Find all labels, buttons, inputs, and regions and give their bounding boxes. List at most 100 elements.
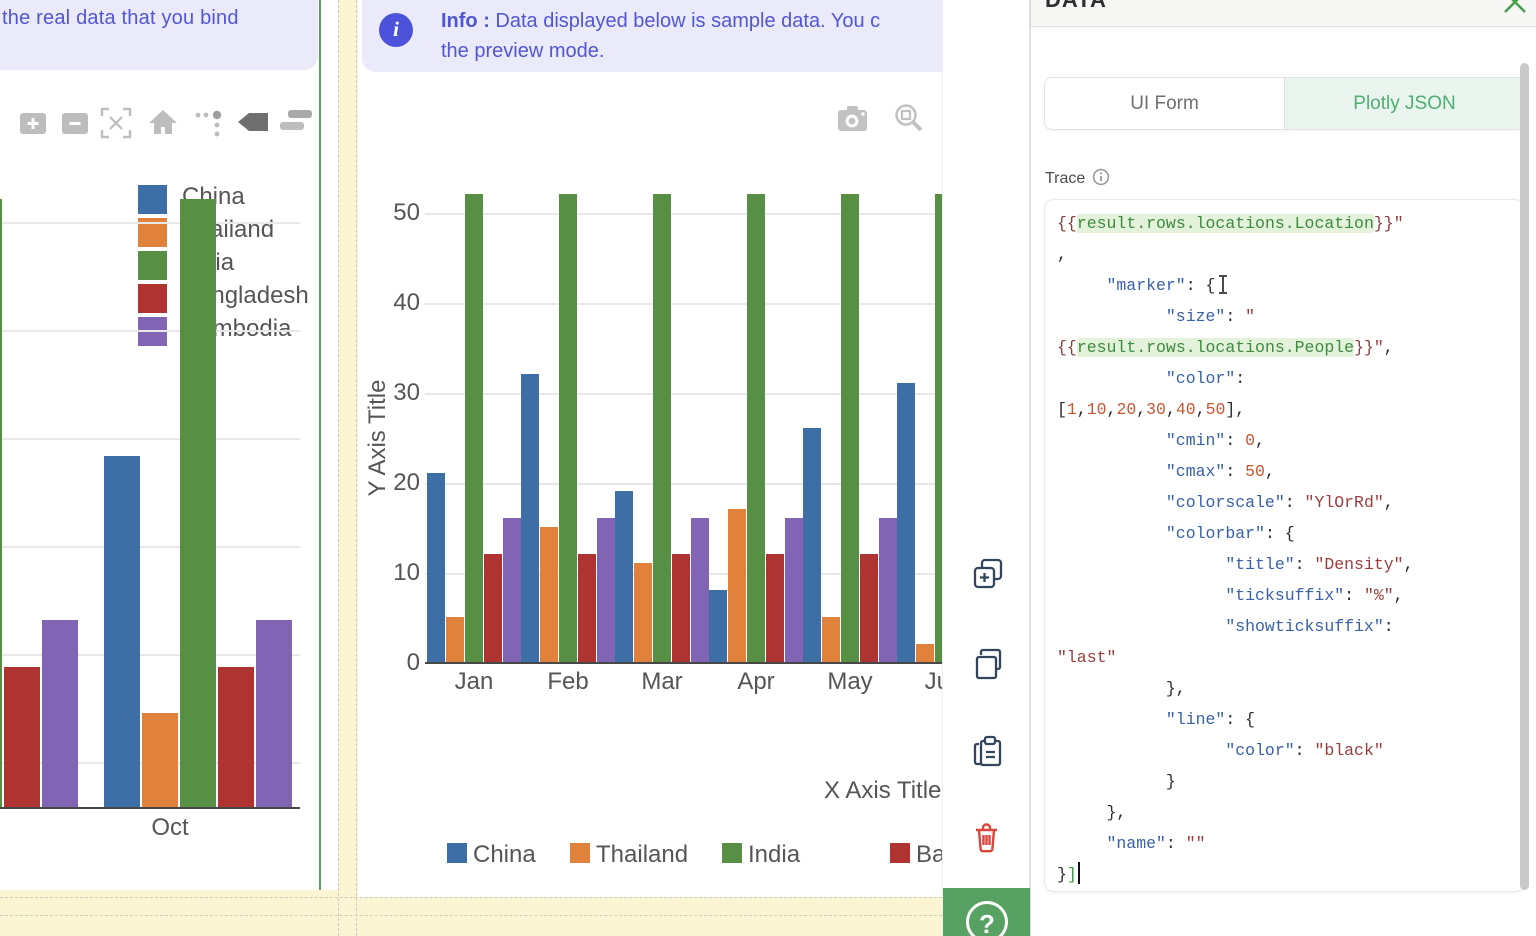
code-token: " bbox=[1245, 307, 1256, 326]
text-caret bbox=[1077, 862, 1081, 884]
info-banner-bold: Info : bbox=[441, 10, 490, 32]
legend-item-bangladesh[interactable]: Bangladesh bbox=[890, 841, 942, 874]
legend-label: China bbox=[473, 841, 536, 868]
code-token: } bbox=[1165, 772, 1176, 791]
legend-item-thailand[interactable]: Thailand bbox=[138, 216, 338, 249]
legend-item-cambodia[interactable]: Cambodia bbox=[138, 315, 338, 348]
code-line: "showticksuffix": bbox=[1057, 611, 1512, 642]
paste-clipboard-icon[interactable] bbox=[971, 734, 1005, 772]
bar-india-oct bbox=[180, 199, 216, 807]
x-tick-label: May bbox=[827, 668, 873, 695]
add-copy-icon[interactable] bbox=[971, 557, 1005, 595]
code-token: 20 bbox=[1116, 400, 1137, 419]
y-tick-label: 20 bbox=[393, 469, 420, 496]
code-line: "line": { bbox=[1057, 704, 1512, 735]
code-line: }, bbox=[1057, 797, 1512, 828]
zoom-in-icon[interactable] bbox=[19, 109, 47, 137]
legend-item-china[interactable]: China bbox=[447, 841, 647, 874]
code-line: "marker": { bbox=[1057, 270, 1512, 301]
bar-china-mar bbox=[615, 491, 633, 662]
help-button[interactable]: ? bbox=[943, 888, 1031, 936]
trace-label: Trace bbox=[1045, 170, 1086, 187]
code-token: 30 bbox=[1146, 400, 1166, 419]
code-token: " bbox=[1393, 214, 1404, 233]
zoom-box-icon[interactable] bbox=[892, 101, 928, 137]
bar-cambodia-feb bbox=[597, 518, 615, 662]
code-token: : bbox=[1225, 431, 1246, 450]
code-token: 0 bbox=[1245, 431, 1256, 450]
hover-compare-icon[interactable] bbox=[279, 106, 313, 136]
bar-cambodia-apr bbox=[785, 518, 803, 662]
code-line: "size": " bbox=[1057, 301, 1512, 332]
code-token: "" bbox=[1185, 834, 1206, 853]
code-token: "color" bbox=[1165, 369, 1236, 388]
tab-ui-form[interactable]: UI Form bbox=[1045, 78, 1285, 129]
code-line: "colorscale": "YlOrRd", bbox=[1057, 487, 1512, 518]
chart-widget-left[interactable]: the real data that you bind China Thailan… bbox=[0, 0, 338, 890]
code-token: : { bbox=[1264, 524, 1295, 543]
bar-cambodia-jan bbox=[503, 518, 521, 662]
code-token: "colorscale" bbox=[1165, 493, 1285, 512]
code-token: }} bbox=[1354, 338, 1374, 357]
close-icon[interactable] bbox=[1502, 0, 1528, 20]
code-token: " bbox=[1373, 338, 1384, 357]
legend-item-india[interactable]: India bbox=[722, 841, 922, 874]
bar-india-apr bbox=[747, 194, 765, 662]
code-token: ] bbox=[1066, 865, 1077, 884]
code-token: {{ bbox=[1057, 214, 1077, 233]
code-line: [1,10,20,30,40,50], bbox=[1057, 394, 1512, 425]
code-token: "cmin" bbox=[1165, 431, 1226, 450]
code-token: : bbox=[1225, 307, 1246, 326]
reset-axes-home-icon[interactable] bbox=[146, 106, 180, 140]
x-tick-label: Jan bbox=[454, 668, 494, 695]
legend-item-india[interactable]: India bbox=[138, 249, 338, 282]
bar-bangladesh-feb bbox=[578, 554, 596, 662]
widget-action-toolbar: ? bbox=[942, 0, 1031, 936]
chart-widget-center[interactable]: i Info : Data displayed below is sample … bbox=[358, 0, 942, 897]
bar-china-apr bbox=[709, 590, 727, 662]
info-icon: i bbox=[379, 13, 413, 47]
code-token: : bbox=[1284, 493, 1305, 512]
legend-item-thailand[interactable]: Thailand bbox=[570, 841, 770, 874]
gridline bbox=[0, 438, 300, 440]
autoscale-icon[interactable] bbox=[99, 106, 133, 140]
hover-closest-icon[interactable] bbox=[236, 110, 270, 134]
spike-lines-icon[interactable] bbox=[194, 106, 226, 140]
mouse-ibeam-cursor bbox=[1219, 275, 1228, 294]
code-token: "title" bbox=[1225, 555, 1295, 574]
legend-label: Bangladesh bbox=[916, 841, 942, 868]
code-line: "title": "Density", bbox=[1057, 549, 1512, 580]
delete-trash-icon[interactable] bbox=[971, 821, 1005, 859]
trace-info-icon[interactable] bbox=[1092, 168, 1110, 186]
widget-selection-border bbox=[319, 0, 321, 890]
legend-swatch bbox=[138, 284, 167, 313]
legend-item-bangladesh[interactable]: Bangladesh bbox=[138, 282, 338, 315]
zoom-out-icon[interactable] bbox=[61, 109, 89, 137]
code-token: "line" bbox=[1165, 710, 1226, 729]
plotly-json-code-editor[interactable]: {{result.rows.locations.Location}}", "mar… bbox=[1044, 199, 1525, 892]
legend-swatch bbox=[447, 843, 467, 863]
bar-bangladesh-sep bbox=[4, 667, 40, 807]
code-token: result.rows.locations.People bbox=[1076, 338, 1355, 357]
code-token: result.rows.locations.Location bbox=[1076, 214, 1374, 233]
code-token: "%" bbox=[1363, 586, 1394, 605]
code-token: , bbox=[1403, 555, 1414, 574]
gridline bbox=[425, 393, 942, 395]
gridline bbox=[425, 303, 942, 305]
panel-header: DATA bbox=[1031, 0, 1536, 27]
bar-thailand-mar bbox=[634, 563, 652, 662]
gridline bbox=[0, 546, 300, 548]
legend-item-china[interactable]: China bbox=[138, 183, 338, 216]
y-tick-label: 30 bbox=[393, 379, 420, 406]
panel-scrollbar[interactable] bbox=[1520, 63, 1529, 890]
code-token: : bbox=[1344, 586, 1364, 605]
bar-cambodia-mar bbox=[691, 518, 709, 662]
canvas-grid-line-horizontal bbox=[0, 915, 942, 916]
camera-download-icon[interactable] bbox=[836, 104, 870, 134]
code-token: "cmax" bbox=[1165, 462, 1226, 481]
tab-plotly-json[interactable]: Plotly JSON bbox=[1285, 78, 1524, 129]
copy-icon[interactable] bbox=[971, 647, 1005, 685]
legend-swatch bbox=[570, 843, 590, 863]
code-token: 10 bbox=[1086, 400, 1107, 419]
